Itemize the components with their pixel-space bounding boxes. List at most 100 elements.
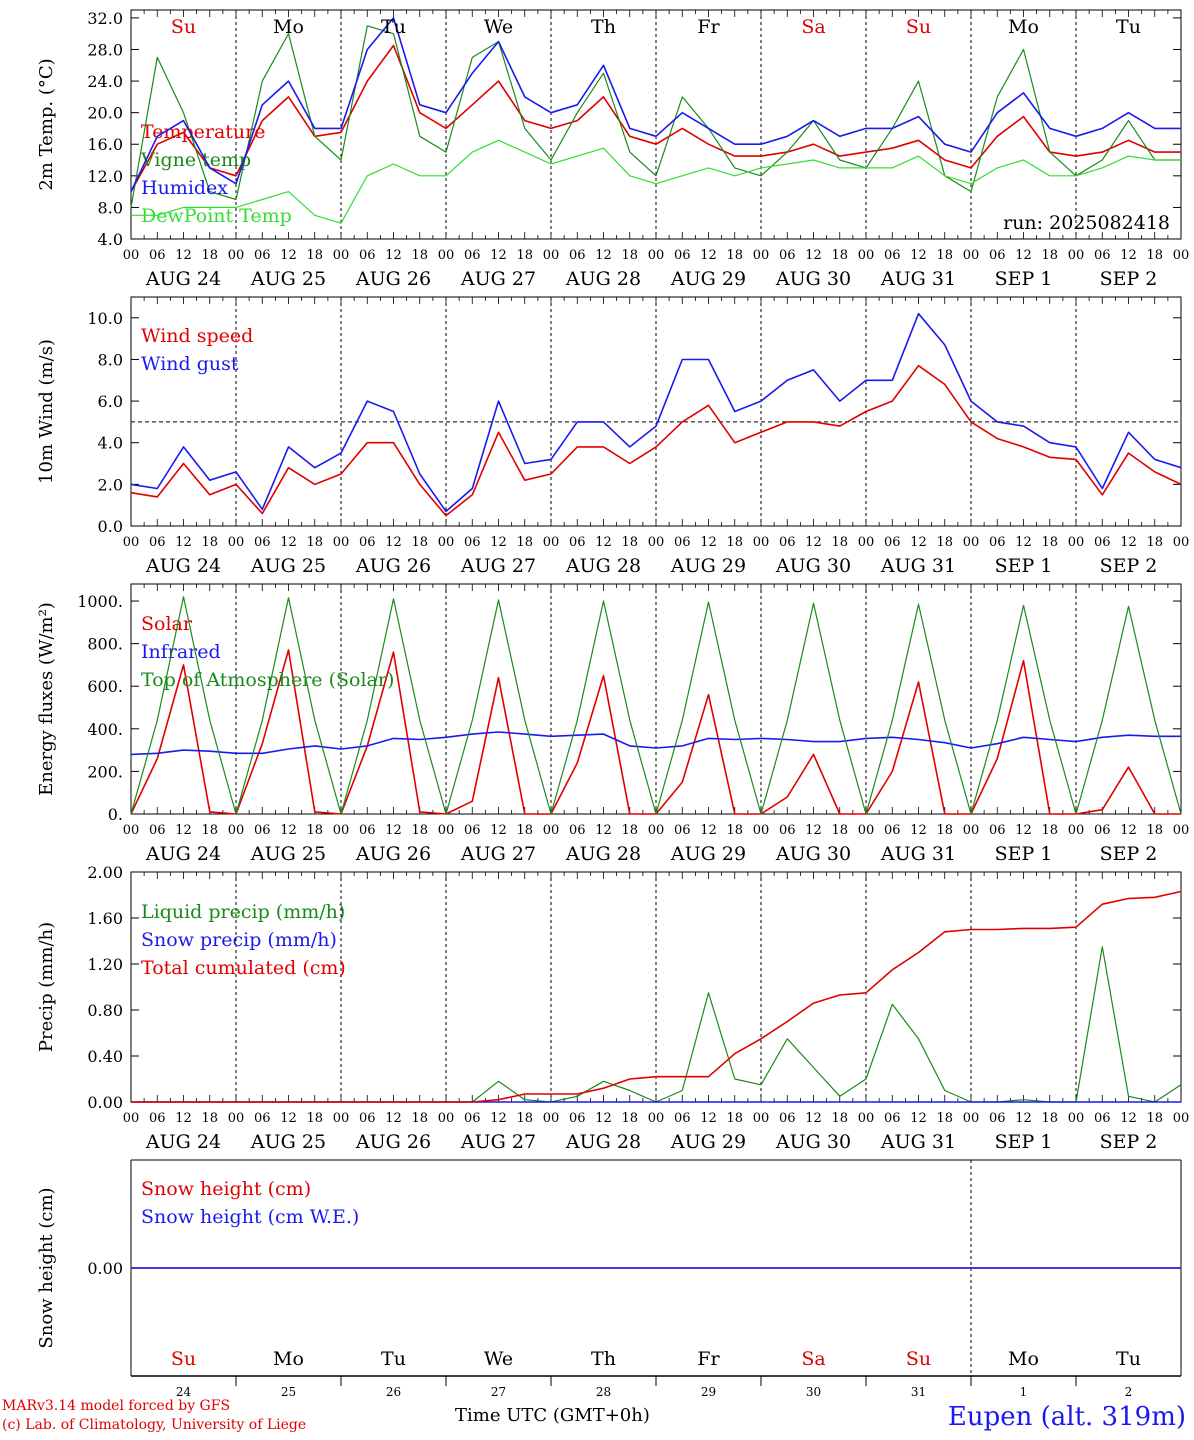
panel-4-series-3-line bbox=[131, 890, 1182, 1103]
panel-2-hour-label: 18 bbox=[1146, 535, 1163, 550]
panel-2-series-2-line bbox=[130, 312, 1182, 513]
panel-2-hour-label: 06 bbox=[359, 535, 376, 550]
panel-1-hour-label: 00 bbox=[648, 248, 665, 263]
panel-3-hour-label: 00 bbox=[1173, 823, 1190, 838]
panel-4-ytick-label: 0.40 bbox=[87, 1047, 123, 1066]
panel-3-ytick-label: 800. bbox=[87, 635, 123, 654]
panel-4-date-label: AUG 26 bbox=[355, 1131, 431, 1153]
panel-4-ytick-label: 1.20 bbox=[87, 955, 123, 974]
panel-4-hour-label: 06 bbox=[254, 1111, 271, 1126]
panel-1-hour-label: 12 bbox=[175, 248, 192, 263]
panel-1-legend-1: Temperature bbox=[141, 121, 265, 143]
panel-1-date-label: AUG 24 bbox=[145, 268, 221, 290]
panel-2-date-label: AUG 25 bbox=[250, 555, 326, 577]
panel-5-day-number: 1 bbox=[1020, 1385, 1028, 1399]
panel-4-hour-label: 06 bbox=[884, 1111, 901, 1126]
panel-2-date-label: AUG 30 bbox=[775, 555, 851, 577]
panel-3-hour-label: 06 bbox=[464, 823, 481, 838]
panel-3-series-3-line bbox=[130, 596, 1182, 815]
panel-3-date-label: AUG 24 bbox=[145, 843, 221, 865]
panel-4-hour-label: 12 bbox=[490, 1111, 507, 1126]
panel-1-hour-label: 18 bbox=[936, 248, 953, 263]
panel-3-ytick-label: 1000. bbox=[77, 592, 123, 611]
panel-1-hour-label: 00 bbox=[858, 248, 875, 263]
panel-2-ytick-label: 10.0 bbox=[87, 309, 123, 328]
panel-3-hour-label: 12 bbox=[1120, 823, 1137, 838]
panel-2-ytick-label: 0.0 bbox=[98, 517, 123, 536]
panel-2-hour-label: 12 bbox=[280, 535, 297, 550]
panel-4-hour-label: 18 bbox=[936, 1111, 953, 1126]
panel-3-hour-label: 00 bbox=[753, 823, 770, 838]
panel-5-weekday-label: Mo bbox=[1008, 1348, 1039, 1370]
panel-4-hour-label: 06 bbox=[569, 1111, 586, 1126]
panel-2-date-label: AUG 27 bbox=[460, 555, 536, 577]
panel-1-date-label: AUG 26 bbox=[355, 268, 431, 290]
panel-1-series-3-line bbox=[130, 17, 1181, 192]
panel-1-date-label: AUG 30 bbox=[775, 268, 851, 290]
panel-2-hour-label: 00 bbox=[438, 535, 455, 550]
panel-5-weekday-label: Th bbox=[591, 1348, 616, 1370]
panel-3-hour-label: 12 bbox=[805, 823, 822, 838]
panel-4-ytick-label: 0.80 bbox=[87, 1001, 123, 1020]
panel-1-run-label: run: 2025082418 bbox=[1003, 212, 1170, 234]
panel-1-hour-label: 12 bbox=[595, 248, 612, 263]
panel-5-day-number: 27 bbox=[491, 1385, 506, 1399]
panel-2-hour-label: 12 bbox=[1015, 535, 1032, 550]
panel-4-hour-label: 12 bbox=[595, 1111, 612, 1126]
panel-2-hour-label: 06 bbox=[884, 535, 901, 550]
panel-3-series-2-line bbox=[130, 731, 1181, 756]
panel-2-hour-label: 18 bbox=[1041, 535, 1058, 550]
panel-1-hour-label: 06 bbox=[149, 248, 166, 263]
panel-2-date-label: AUG 28 bbox=[565, 555, 641, 577]
panel-2-hour-label: 18 bbox=[831, 535, 848, 550]
panel-1-series-2-line bbox=[130, 25, 1181, 208]
panel-4-hour-label: 06 bbox=[464, 1111, 481, 1126]
panel-2-hour-label: 18 bbox=[516, 535, 533, 550]
panel-5-weekday-label: Su bbox=[171, 1348, 196, 1370]
panel-1-hour-label: 18 bbox=[831, 248, 848, 263]
panel-5-day-number: 2 bbox=[1125, 1385, 1133, 1399]
panel-1-legend-3: Humidex bbox=[141, 177, 228, 199]
panel-3-legend-1: Solar bbox=[141, 613, 193, 635]
panel-4-hour-label: 18 bbox=[201, 1111, 218, 1126]
panel-2-hour-label: 06 bbox=[1094, 535, 1111, 550]
panel-1-hour-label: 18 bbox=[516, 248, 533, 263]
panel-2-hour-label: 00 bbox=[858, 535, 875, 550]
panel-4-hour-label: 18 bbox=[306, 1111, 323, 1126]
panel-1-hour-label: 18 bbox=[726, 248, 743, 263]
panel-2-hour-label: 06 bbox=[254, 535, 271, 550]
panel-1-weekday-label: Th bbox=[591, 16, 616, 38]
panel-3-hour-label: 06 bbox=[1094, 823, 1111, 838]
panel-4-hour-label: 18 bbox=[726, 1111, 743, 1126]
panel-1-hour-label: 00 bbox=[1173, 248, 1190, 263]
panel-1-weekday-label: Tu bbox=[381, 16, 406, 38]
panel-4-hour-label: 18 bbox=[1041, 1111, 1058, 1126]
model-credit: MARv3.14 model forced by GFS bbox=[2, 1398, 231, 1414]
panel-4-hour-label: 00 bbox=[333, 1111, 350, 1126]
panel-3-hour-label: 18 bbox=[201, 823, 218, 838]
panel-1-hour-label: 00 bbox=[543, 248, 560, 263]
panel-3-date-label: AUG 26 bbox=[355, 843, 431, 865]
panel-4-hour-label: 06 bbox=[359, 1111, 376, 1126]
panel-3-hour-label: 18 bbox=[516, 823, 533, 838]
panel-4-ylabel: Precip (mm/h) bbox=[36, 922, 57, 1052]
panel-1-weekday-label: Mo bbox=[1008, 16, 1039, 38]
panel-2-ytick-label: 4.0 bbox=[98, 434, 123, 453]
panel-2-date-label: AUG 31 bbox=[880, 555, 956, 577]
panel-4-date-label: AUG 31 bbox=[880, 1131, 956, 1153]
panel-1-hour-label: 12 bbox=[280, 248, 297, 263]
panel-3-date-label: SEP 2 bbox=[1100, 843, 1158, 865]
panel-1-hour-label: 12 bbox=[910, 248, 927, 263]
panel-3-date-label: AUG 28 bbox=[565, 843, 641, 865]
panel-4-date-label: AUG 24 bbox=[145, 1131, 221, 1153]
panel-3-ytick-label: 600. bbox=[87, 677, 123, 696]
panel-2-ytick-label: 6.0 bbox=[98, 392, 123, 411]
panel-4-date-label: AUG 25 bbox=[250, 1131, 326, 1153]
panel-3-hour-label: 06 bbox=[989, 823, 1006, 838]
panel-4-legend-2: Snow precip (mm/h) bbox=[141, 929, 337, 951]
panel-1-ytick-label: 12.0 bbox=[87, 167, 123, 186]
panel-2-hour-label: 00 bbox=[333, 535, 350, 550]
meteogram: 00 06 12 18 00 06 12 18 00 06 12 18 00 06 12 18 00 06 12 18… bbox=[36, 9, 1190, 1399]
panel-2-series-1-line bbox=[130, 364, 1182, 517]
panel-5-ylabel: Snow height (cm) bbox=[36, 1187, 57, 1348]
